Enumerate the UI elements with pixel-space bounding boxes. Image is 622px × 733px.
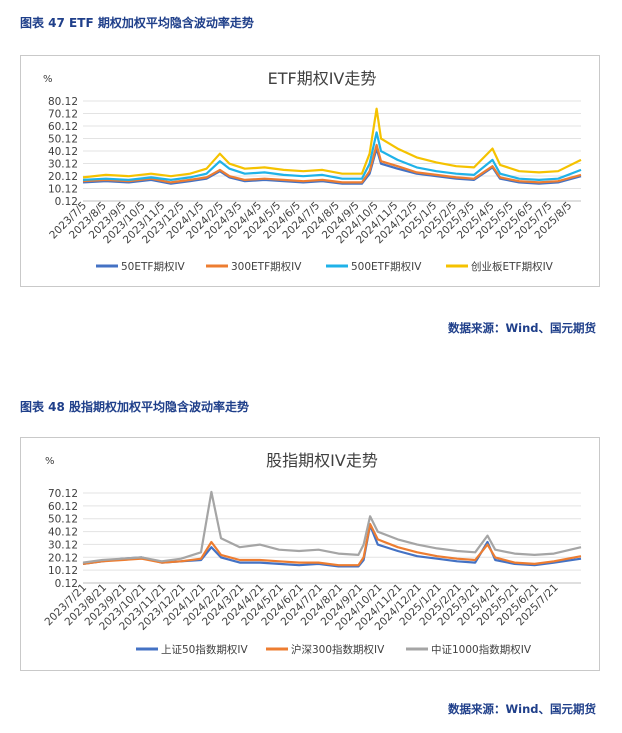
y-tick-label: 50.12 — [48, 514, 78, 526]
figure-caption-etf: 图表 47 ETF 期权加权平均隐含波动率走势 — [20, 16, 254, 30]
y-tick-label: 60.12 — [48, 121, 78, 133]
y-tick-label: 40.12 — [48, 527, 78, 539]
y-tick-label: 70.12 — [48, 109, 78, 121]
series-line — [82, 522, 582, 567]
legend-label: 沪深300指数期权IV — [291, 643, 385, 656]
y-tick-label: 10.12 — [48, 565, 78, 577]
chart-title: ETF期权IV走势 — [268, 69, 377, 88]
y-unit-label: % — [45, 456, 55, 467]
y-tick-label: 20.12 — [48, 552, 78, 564]
y-tick-label: 40.12 — [48, 146, 78, 158]
legend-label: 中证1000指数期权IV — [431, 643, 532, 656]
chart-title: 股指期权IV走势 — [266, 451, 378, 470]
series-line — [82, 490, 582, 564]
y-tick-label: 80.12 — [48, 96, 78, 108]
legend-label: 创业板ETF期权IV — [471, 260, 554, 273]
index-chart-frame: 股指期权IV走势% 0.12 10.12 20.12 30.12 40.12 50.12 60… — [20, 437, 600, 671]
y-tick-label: 50.12 — [48, 134, 78, 146]
series-line — [82, 131, 582, 182]
y-tick-label: 10.12 — [48, 184, 78, 196]
series-line — [82, 143, 582, 184]
y-tick-label: 30.12 — [48, 539, 78, 551]
index-iv-chart: 股指期权IV走势% 0.1210.1220.1230.1240.1250.1260… — [43, 451, 582, 656]
data-source-etf: 数据来源：Wind、国元期货 — [447, 321, 596, 335]
etf-chart-frame: ETF期权IV走势% 0.12 10.12 20.12 30.12 40.12 50.12 6… — [20, 55, 600, 287]
y-tick-label: 60.12 — [48, 501, 78, 513]
legend-label: 50ETF期权IV — [121, 260, 186, 273]
data-source-index: 数据来源：Wind、国元期货 — [447, 702, 596, 716]
y-tick-label: 0.12 — [55, 578, 78, 590]
figure-caption-index: 图表 48 股指期权加权平均隐含波动率走势 — [20, 400, 250, 414]
legend-label: 上证50指数期权IV — [161, 643, 248, 656]
etf-iv-chart: ETF期权IV走势% 0.1210.1220.1230.1240.1250.126… — [43, 69, 582, 273]
legend-label: 300ETF期权IV — [231, 260, 302, 273]
y-tick-label: 0.12 — [55, 196, 78, 208]
y-tick-label: 20.12 — [48, 171, 78, 183]
legend-label: 500ETF期权IV — [351, 260, 422, 273]
y-tick-label: 70.12 — [48, 488, 78, 500]
y-unit-label: % — [43, 74, 53, 85]
y-tick-label: 30.12 — [48, 159, 78, 171]
series-line — [82, 107, 582, 179]
